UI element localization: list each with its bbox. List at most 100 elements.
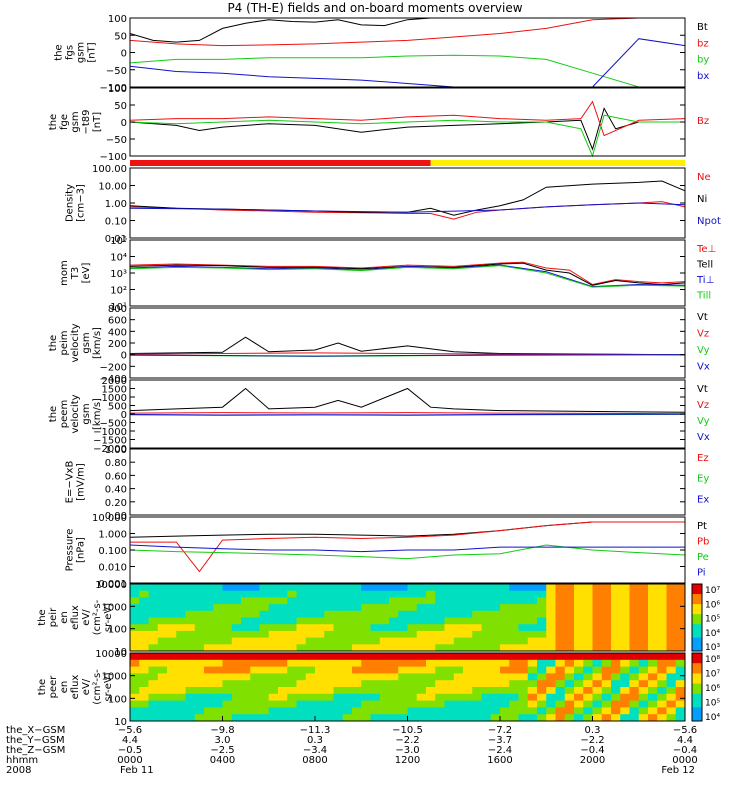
peir-eflux-cell	[278, 597, 288, 605]
efield-ylabel: E=−VxB	[65, 461, 76, 504]
peir-eflux-cell	[250, 604, 260, 612]
fge-series-line	[129, 100, 686, 137]
peir-eflux-cell	[204, 604, 214, 612]
peir-eflux-cell	[675, 630, 686, 639]
peer-eflux-cell	[231, 700, 242, 708]
peer-eflux-cell	[148, 673, 159, 681]
peir-eflux-cell	[389, 597, 399, 605]
peir-eflux-cell	[370, 624, 381, 632]
xaxis-value: −7.2	[488, 725, 512, 736]
peer-eflux-cell	[305, 659, 316, 668]
peem-velocity-ytick-label: −500	[100, 419, 127, 430]
peir-eflux-cell	[509, 637, 519, 645]
peer-eflux-cell	[620, 700, 630, 708]
peir-eflux-ylabel: sr-eV)	[103, 603, 114, 632]
peir-eflux-cell	[157, 637, 168, 645]
peer-eflux-cell	[361, 687, 371, 695]
peir-eflux-cell	[500, 604, 510, 612]
peir-eflux-cell	[675, 637, 686, 645]
peer-eflux-cell	[139, 680, 149, 688]
peer-eflux-cell	[407, 687, 418, 695]
peer-eflux-colorbar-cell	[692, 663, 702, 668]
peir-eflux-cell	[213, 604, 223, 612]
peir-eflux-cell	[157, 584, 168, 592]
peir-eflux-cell	[185, 617, 196, 625]
peir-eflux-cell	[555, 637, 566, 645]
peer-eflux-cell	[250, 666, 260, 674]
peir-eflux-cell	[398, 584, 408, 592]
fgs-legend-label: bx	[697, 71, 709, 82]
peer-eflux-cell	[629, 693, 640, 702]
peir-eflux-cell	[389, 644, 399, 652]
peir-eflux-cell	[342, 597, 353, 605]
peer-eflux-cell	[555, 687, 566, 695]
peer-eflux-cell	[611, 714, 621, 722]
peer-eflux-cell	[555, 680, 566, 688]
peir-eflux-cell	[583, 604, 593, 612]
peer-eflux-cell	[481, 680, 492, 688]
peir-eflux-cell	[185, 610, 196, 618]
peir-eflux-cell	[157, 590, 168, 598]
peir-eflux-cell	[157, 604, 168, 612]
peer-eflux-cell	[500, 680, 510, 688]
peir-eflux-cell	[490, 624, 501, 632]
pressure-ytick-label: 10.000	[92, 513, 127, 524]
peer-eflux-cell	[231, 666, 242, 674]
peer-eflux-colorbar-cell	[692, 697, 702, 702]
xaxis-row-label: 2008	[6, 765, 31, 776]
density-legend-label: Ni	[697, 194, 707, 205]
peer-eflux-cell	[537, 653, 547, 661]
peir-eflux-cell	[666, 584, 677, 592]
peer-eflux-cell	[472, 680, 482, 688]
peir-eflux-cell	[139, 584, 149, 592]
peer-eflux-cell	[546, 693, 556, 702]
peer-eflux-cell	[518, 714, 529, 722]
peir-eflux-cell	[601, 644, 612, 652]
peer-eflux-cell	[361, 693, 371, 702]
peir-eflux-cell	[435, 590, 445, 598]
peer-eflux-cell	[185, 707, 196, 715]
peer-eflux-cell	[148, 666, 159, 674]
peer-eflux-cell	[426, 653, 436, 661]
peer-eflux-cell	[352, 693, 362, 702]
peer-eflux-cell	[564, 659, 575, 668]
peer-eflux-cell	[537, 693, 547, 702]
peer-eflux-cell	[601, 707, 612, 715]
peer-eflux-cell	[435, 666, 445, 674]
peer-eflux-cell	[426, 693, 436, 702]
peir-eflux-colorbar-cell	[692, 584, 702, 588]
peer-eflux-cell	[157, 653, 168, 661]
peer-eflux-cell	[241, 700, 251, 708]
peer-eflux-cell	[342, 700, 353, 708]
peer-eflux-cell	[352, 700, 362, 708]
peer-eflux-cell	[342, 673, 353, 681]
peer-eflux-cell	[296, 653, 307, 661]
peer-eflux-cell	[287, 707, 297, 715]
pressure-ytick-label: 0.010	[98, 563, 127, 574]
peer-eflux-cell	[657, 700, 667, 708]
peir-eflux-cell	[361, 584, 371, 592]
peer-eflux-cell	[361, 700, 371, 708]
peir-eflux-colorbar-cell	[692, 614, 702, 618]
peim-velocity-ylabel: [km/s]	[92, 327, 103, 359]
peer-eflux-cell	[296, 707, 307, 715]
peir-eflux-cell	[333, 637, 344, 645]
peer-eflux-cell	[500, 653, 510, 661]
peir-eflux-cell	[527, 617, 538, 625]
peer-eflux-cell	[222, 687, 233, 695]
peir-eflux-cell	[296, 610, 307, 618]
peir-eflux-cell	[250, 584, 260, 592]
peir-eflux-cell	[342, 584, 353, 592]
peer-eflux-cell	[157, 687, 168, 695]
peer-eflux-cell	[324, 666, 334, 674]
peim-velocity-ylabel: gsm	[81, 332, 92, 353]
peir-eflux-cell	[157, 644, 168, 652]
peir-eflux-cell	[389, 630, 399, 639]
peir-eflux-cell	[139, 617, 149, 625]
peer-eflux-cell	[352, 653, 362, 661]
peir-eflux-cell	[472, 590, 482, 598]
peer-eflux-cell	[435, 687, 445, 695]
peir-eflux-cell	[527, 624, 538, 632]
peir-eflux-cell	[481, 637, 492, 645]
peer-eflux-cell	[666, 707, 677, 715]
